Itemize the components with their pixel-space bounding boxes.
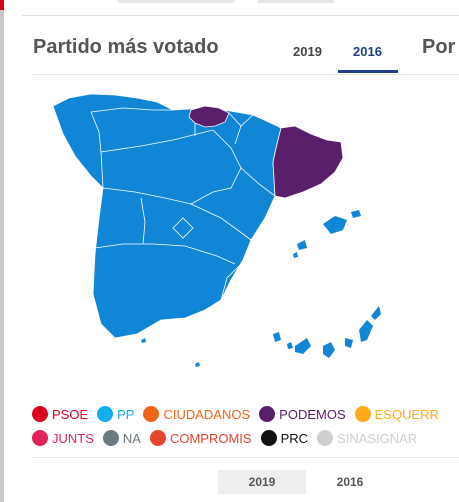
- legend-label-podemos: PODEMOS: [279, 406, 346, 422]
- legend-label-psoe: PSOE: [52, 406, 89, 422]
- top-divider: [22, 15, 459, 16]
- legend-label-junts: JUNTS: [52, 430, 94, 446]
- legend-item-sinasignar[interactable]: SINASIGNAR: [317, 430, 417, 446]
- bottom-tab-2019[interactable]: 2019: [218, 470, 306, 494]
- map-region-pp[interactable]: [52, 93, 282, 339]
- legend-dot-sinasignar: [317, 430, 334, 446]
- legend-dot-compromis: [149, 430, 166, 446]
- legend-dot-esquerra: [354, 406, 371, 422]
- legend-item-ciudadanos[interactable]: CIUDADANOS: [143, 406, 250, 422]
- top-tab-right[interactable]: [258, 0, 334, 3]
- legend-item-esquerra[interactable]: ESQUERR: [354, 406, 439, 422]
- legend-item-junts[interactable]: JUNTS: [32, 430, 94, 446]
- legend-item-pp[interactable]: PP: [97, 406, 134, 422]
- map-region-pp-ceuta-melilla[interactable]: [141, 338, 200, 367]
- legend-dot-prc: [260, 430, 277, 446]
- bottom-divider: [32, 457, 459, 458]
- next-section-title: Por: [422, 36, 456, 58]
- legend-dot-pp: [97, 406, 114, 422]
- tab-2016[interactable]: 2016: [353, 44, 382, 59]
- legend-row-2: JUNTS NA COMPROMIS PRC SINASIGNAR: [32, 426, 459, 450]
- legend-label-compromis: COMPROMIS: [169, 430, 252, 446]
- spain-results-map: [52, 93, 381, 367]
- map-region-podemos-pais-vasco[interactable]: [188, 105, 230, 128]
- legend-dot-ciudadanos: [143, 406, 160, 422]
- legend-row-1: PSOE PP CIUDADANOS PODEMOS ESQUERR: [32, 402, 459, 426]
- bottom-tab-2016[interactable]: 2016: [336, 475, 364, 489]
- legend-label-pp: PP: [117, 406, 135, 422]
- bottom-year-tabs: 2019 2016: [218, 470, 394, 498]
- left-border-accent: [0, 0, 4, 10]
- title-divider: [33, 74, 459, 75]
- tab-2019[interactable]: 2019: [293, 44, 322, 59]
- legend-label-ciudadanos: CIUDADANOS: [163, 406, 251, 422]
- legend-dot-junts: [32, 430, 48, 446]
- map-region-pp-canarias[interactable]: [273, 306, 381, 358]
- legend-item-na[interactable]: NA: [102, 430, 141, 446]
- legend-item-podemos[interactable]: PODEMOS: [259, 406, 346, 422]
- legend-label-prc: PRC: [280, 430, 309, 446]
- map-region-pp-baleares[interactable]: [293, 210, 361, 258]
- legend-item-compromis[interactable]: COMPROMIS: [149, 430, 252, 446]
- left-border: [0, 0, 4, 502]
- active-tab-underline: [338, 70, 398, 73]
- legend-item-psoe[interactable]: PSOE: [32, 406, 88, 422]
- legend-item-prc[interactable]: PRC: [260, 430, 309, 446]
- legend-label-na: NA: [122, 430, 141, 446]
- map-region-borders: [90, 107, 276, 301]
- top-tab-left[interactable]: [118, 0, 234, 3]
- section-title: Partido más votado: [33, 36, 219, 58]
- legend-dot-podemos: [259, 406, 276, 422]
- legend-dot-na: [102, 430, 119, 446]
- legend-label-sinasignar: SINASIGNAR: [337, 430, 418, 446]
- legend-label-esquerra: ESQUERR: [374, 406, 439, 422]
- map-region-podemos-cataluna[interactable]: [272, 125, 344, 199]
- party-legend: PSOE PP CIUDADANOS PODEMOS ESQUERR JUNTS…: [32, 402, 459, 450]
- legend-dot-psoe: [32, 406, 48, 422]
